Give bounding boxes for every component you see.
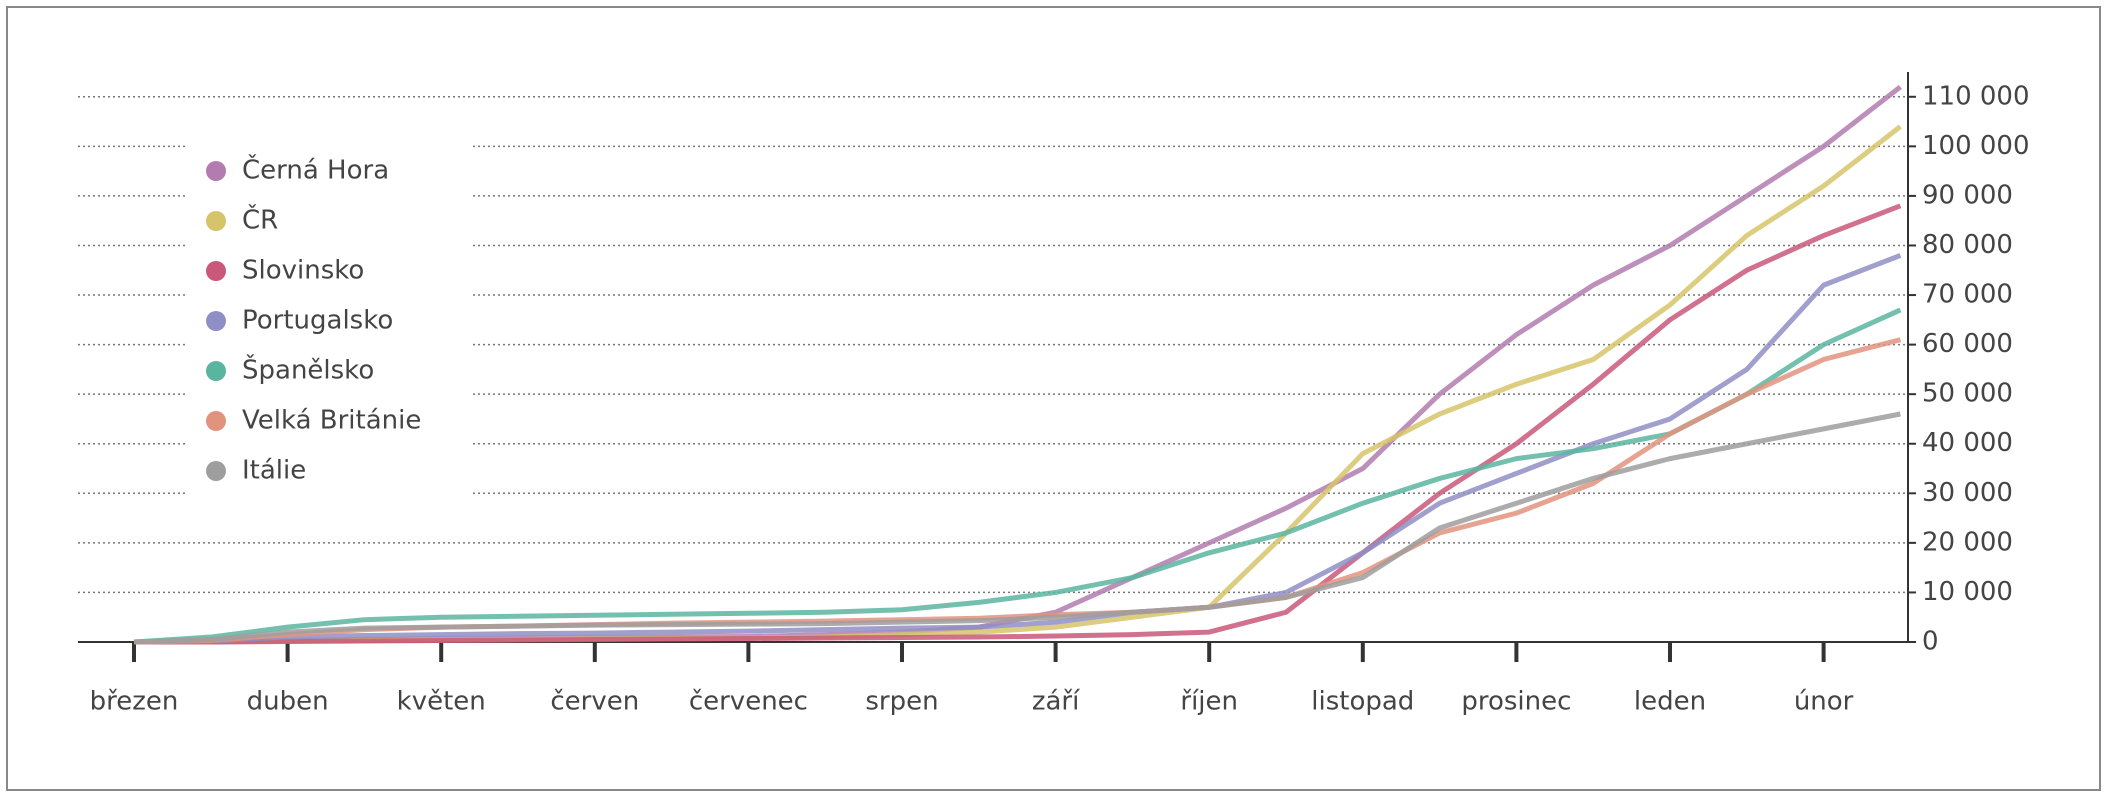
y-tick-label: 10 000 bbox=[1922, 577, 2013, 607]
x-tick-label: červen bbox=[550, 687, 639, 717]
y-tick-label: 110 000 bbox=[1922, 81, 2030, 111]
legend-label: Slovinsko bbox=[242, 256, 364, 286]
legend-marker bbox=[206, 161, 226, 181]
legend-marker bbox=[206, 411, 226, 431]
x-tick-label: březen bbox=[90, 687, 179, 717]
x-tick-label: listopad bbox=[1311, 687, 1414, 717]
legend: Černá Hora ČR Slovinsko Portugalsko Španělsk… bbox=[188, 134, 470, 510]
legend-label: Španělsko bbox=[242, 354, 374, 386]
legend-marker bbox=[206, 211, 226, 231]
legend-marker bbox=[206, 361, 226, 381]
y-tick-label: 60 000 bbox=[1922, 329, 2013, 359]
legend-label: ČR bbox=[242, 204, 278, 236]
legend-label: Velká Británie bbox=[242, 406, 421, 436]
x-tick-label: květen bbox=[397, 687, 486, 717]
legend-marker bbox=[206, 261, 226, 281]
x-tick-label: září bbox=[1032, 687, 1080, 717]
legend-box bbox=[188, 134, 470, 510]
y-tick-label: 50 000 bbox=[1922, 379, 2013, 409]
x-tick-label: říjen bbox=[1180, 687, 1238, 717]
x-tick-label: srpen bbox=[865, 687, 938, 717]
legend-marker bbox=[206, 461, 226, 481]
y-tick-label: 0 bbox=[1922, 627, 1939, 657]
x-tick-label: červenec bbox=[689, 687, 808, 717]
y-tick-label: 100 000 bbox=[1922, 131, 2030, 161]
series-line bbox=[133, 307, 1902, 645]
y-tick-label: 20 000 bbox=[1922, 527, 2013, 557]
x-tick-label: duben bbox=[247, 687, 329, 717]
x-tick-label: leden bbox=[1634, 687, 1706, 717]
y-tick-label: 40 000 bbox=[1922, 428, 2013, 458]
series-line bbox=[134, 203, 1902, 645]
legend-marker bbox=[206, 311, 226, 331]
y-tick-label: 80 000 bbox=[1922, 230, 2013, 260]
x-tick-label: prosinec bbox=[1461, 687, 1571, 717]
y-tick-label: 70 000 bbox=[1922, 280, 2013, 310]
legend-label: Černá Hora bbox=[242, 154, 389, 186]
y-tick-label: 90 000 bbox=[1922, 180, 2013, 210]
series-line bbox=[133, 253, 1902, 645]
legend-label: Portugalsko bbox=[242, 306, 393, 336]
series-line bbox=[133, 411, 1901, 645]
y-tick-label: 30 000 bbox=[1922, 478, 2013, 508]
x-tick-label: únor bbox=[1794, 687, 1854, 717]
legend-label: Itálie bbox=[242, 456, 306, 486]
